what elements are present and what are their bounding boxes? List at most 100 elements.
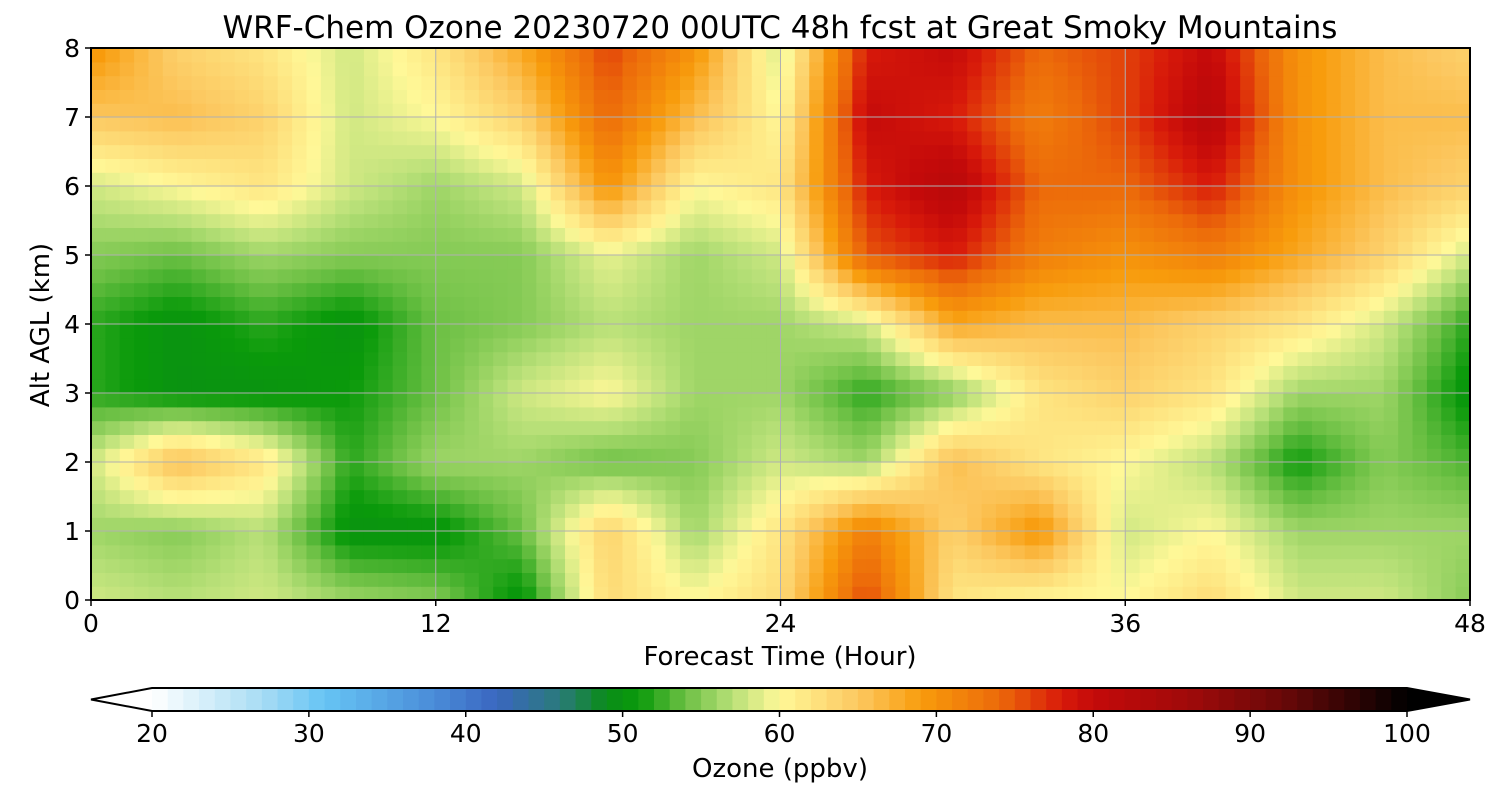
field-cell: [852, 241, 868, 256]
field-cell: [809, 351, 825, 366]
field-cell: [967, 544, 983, 560]
field-cell: [450, 310, 466, 325]
field-cell: [780, 89, 796, 104]
field-cell: [91, 61, 106, 77]
field-cell: [881, 586, 897, 600]
field-cell: [148, 503, 164, 518]
field-cell: [162, 365, 178, 380]
field-cell: [320, 517, 336, 532]
field-cell: [579, 544, 595, 560]
field-cell: [837, 199, 853, 215]
field-cell: [162, 572, 178, 587]
field-cell: [1139, 255, 1155, 270]
field-cell: [162, 558, 178, 573]
field-cell: [493, 296, 509, 311]
field-cell: [220, 199, 236, 215]
field-cell: [1125, 324, 1141, 339]
field-cell: [205, 282, 221, 297]
field-cell: [1168, 241, 1184, 256]
field-cell: [306, 268, 322, 284]
field-cell: [895, 310, 911, 325]
field-cell: [651, 130, 667, 146]
field-cell: [1297, 199, 1313, 215]
field-cell: [1412, 199, 1428, 215]
field-cell: [464, 379, 480, 394]
field-cell: [809, 434, 825, 449]
field-cell: [220, 130, 236, 146]
field-cell: [995, 406, 1011, 422]
field-cell: [1024, 310, 1040, 325]
field-cell: [1398, 434, 1414, 449]
field-cell: [378, 296, 394, 311]
field-cell: [895, 75, 911, 90]
field-cell: [119, 517, 135, 532]
field-cell: [708, 172, 724, 187]
field-cell: [579, 186, 595, 201]
field-cell: [1398, 379, 1414, 394]
field-cell: [148, 475, 164, 491]
field-cell: [723, 434, 738, 449]
field-cell: [651, 144, 667, 159]
field-cell: [1182, 448, 1198, 463]
field-cell: [478, 489, 494, 504]
field-cell: [1455, 89, 1470, 104]
field-cell: [493, 531, 509, 546]
field-cell: [981, 420, 997, 435]
field-cell: [292, 586, 308, 600]
field-cell: [105, 517, 121, 532]
field-cell: [636, 144, 652, 159]
field-cell: [450, 89, 466, 104]
field-cell: [1326, 337, 1342, 353]
field-cell: [1153, 227, 1169, 242]
field-cell: [895, 365, 911, 380]
field-cell: [665, 241, 681, 256]
field-cell: [967, 434, 983, 449]
field-cell: [751, 130, 767, 146]
field-cell: [938, 420, 954, 435]
field-cell: [435, 117, 451, 132]
field-cell: [249, 48, 264, 63]
field-cell: [1268, 558, 1284, 573]
field-cell: [119, 558, 135, 573]
field-cell: [967, 517, 983, 532]
field-cell: [349, 393, 365, 408]
field-cell: [205, 89, 221, 104]
field-cell: [493, 186, 509, 201]
field-cell: [1139, 172, 1155, 187]
field-cell: [134, 393, 150, 408]
field-cell: [378, 434, 394, 449]
field-cell: [335, 337, 351, 353]
field-cell: [205, 241, 221, 256]
field-cell: [895, 144, 911, 159]
field-cell: [1053, 544, 1069, 560]
field-cell: [651, 296, 667, 311]
field-cell: [565, 517, 580, 532]
field-cell: [407, 531, 422, 546]
field-cell: [177, 420, 193, 435]
field-cell: [1355, 172, 1371, 187]
field-cell: [1369, 130, 1385, 146]
field-cell: [292, 89, 308, 104]
field-cell: [1254, 393, 1270, 408]
field-cell: [881, 406, 897, 422]
field-cell: [177, 186, 193, 201]
field-cell: [1297, 158, 1313, 173]
field-cell: [1182, 296, 1198, 311]
field-cell: [478, 296, 494, 311]
field-cell: [1283, 462, 1299, 477]
field-cell: [1426, 406, 1442, 422]
field-cell: [694, 213, 710, 228]
field-cell: [1067, 227, 1083, 242]
field-cell: [995, 172, 1011, 187]
field-cell: [407, 172, 422, 187]
field-cell: [766, 544, 782, 560]
field-cell: [320, 544, 336, 560]
field-cell: [1096, 255, 1112, 270]
field-cell: [1340, 365, 1356, 380]
field-cell: [507, 489, 523, 504]
field-cell: [1082, 489, 1098, 504]
field-cell: [809, 186, 825, 201]
field-cell: [1326, 172, 1342, 187]
field-cell: [995, 130, 1011, 146]
field-cell: [521, 558, 537, 573]
